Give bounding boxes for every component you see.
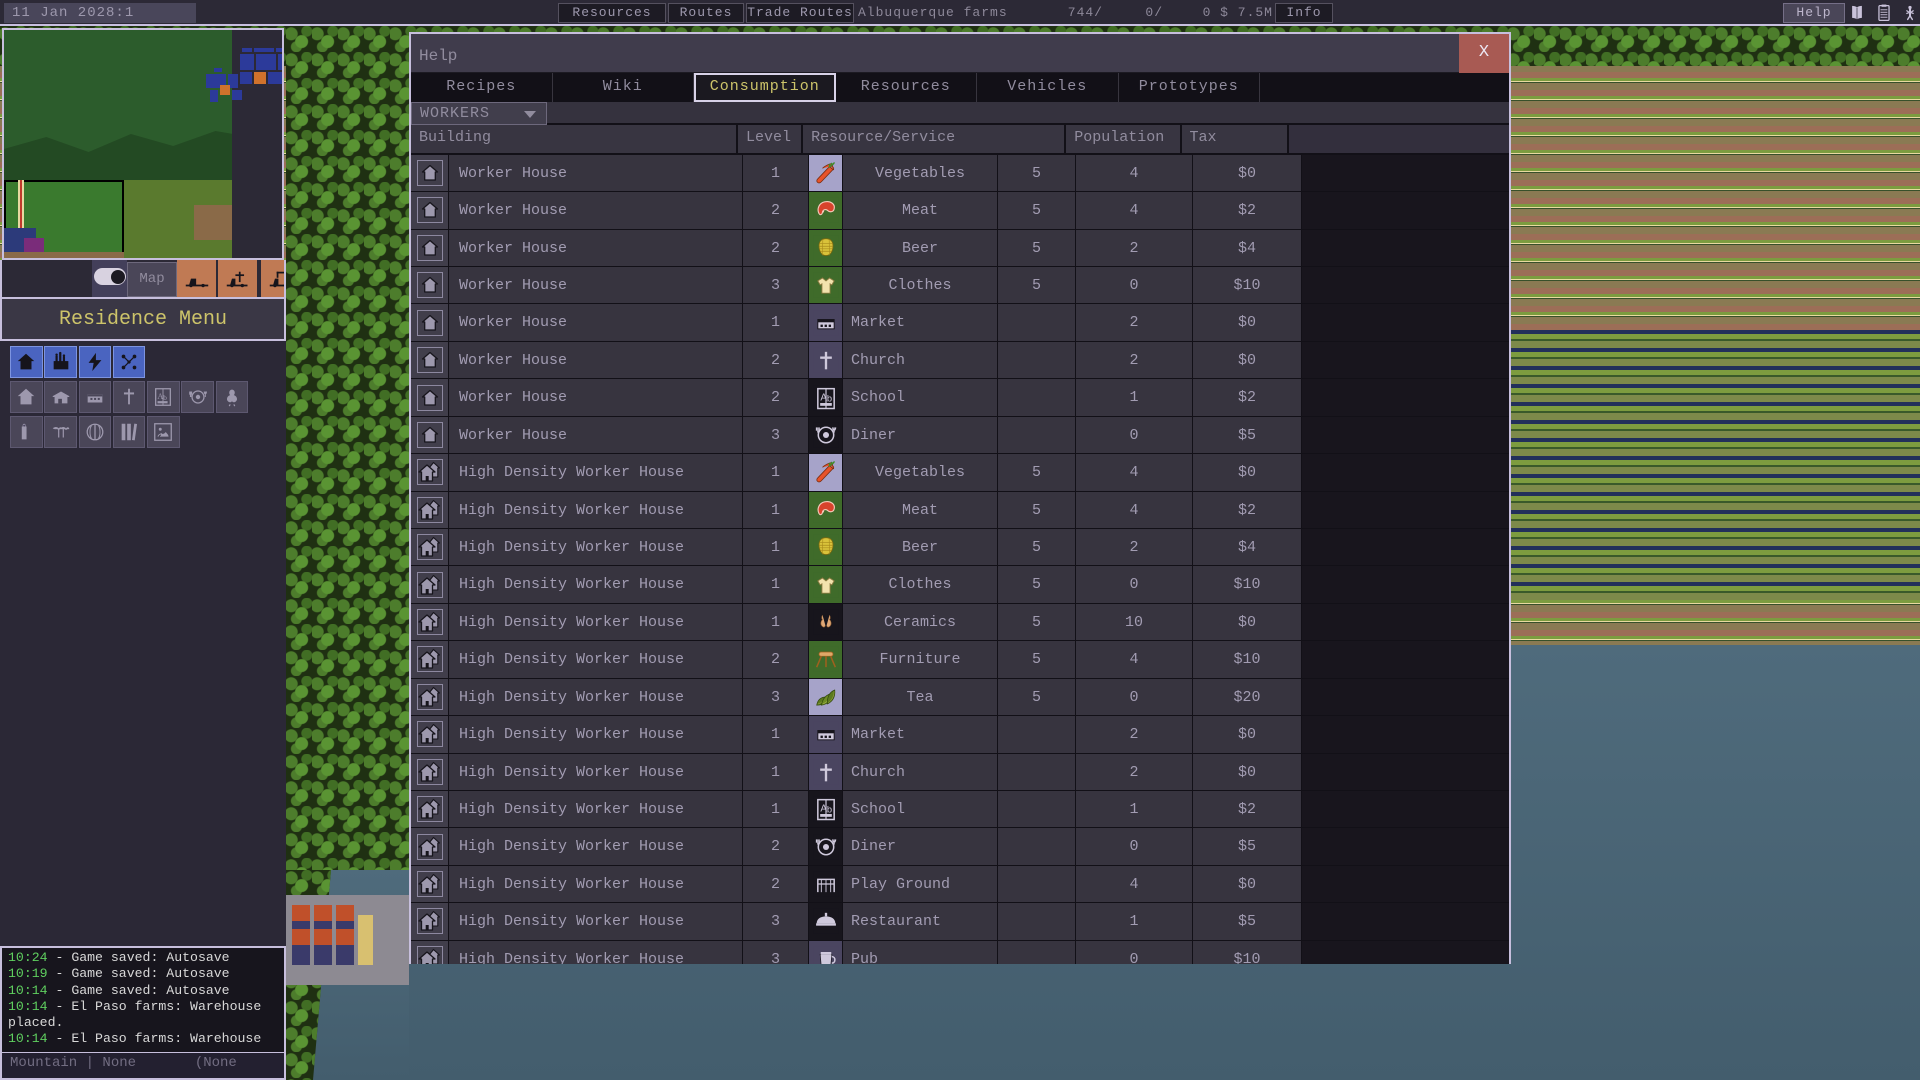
svg-text:b: b xyxy=(826,393,831,403)
svg-text:b: b xyxy=(826,805,831,815)
svg-text:b: b xyxy=(164,393,168,402)
